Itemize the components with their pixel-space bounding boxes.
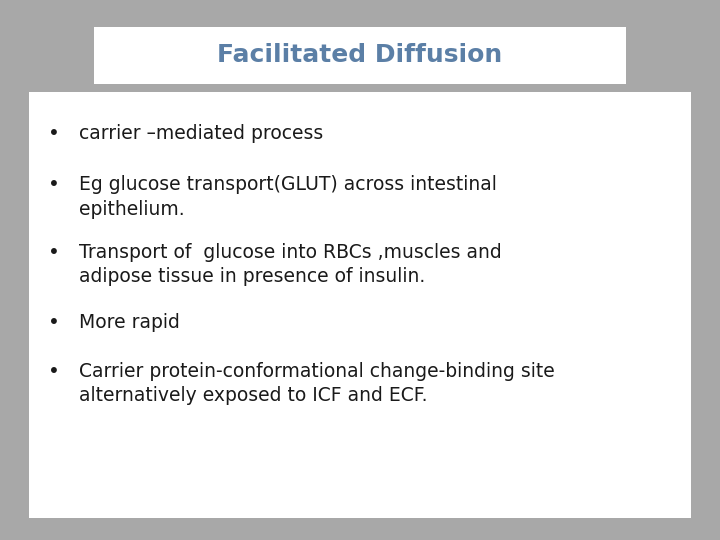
Text: Carrier protein-conformational change-binding site
alternatively exposed to ICF : Carrier protein-conformational change-bi… bbox=[79, 362, 555, 405]
FancyBboxPatch shape bbox=[94, 27, 626, 84]
Text: •: • bbox=[48, 243, 60, 262]
Text: Transport of  glucose into RBCs ,muscles and
adipose tissue in presence of insul: Transport of glucose into RBCs ,muscles … bbox=[79, 243, 502, 286]
Text: •: • bbox=[48, 362, 60, 381]
Text: More rapid: More rapid bbox=[79, 313, 180, 332]
Text: •: • bbox=[48, 176, 60, 194]
Text: carrier –mediated process: carrier –mediated process bbox=[79, 124, 323, 143]
Text: •: • bbox=[48, 124, 60, 143]
Text: Facilitated Diffusion: Facilitated Diffusion bbox=[217, 43, 503, 68]
Text: Eg glucose transport(GLUT) across intestinal
epithelium.: Eg glucose transport(GLUT) across intest… bbox=[79, 176, 497, 219]
Text: •: • bbox=[48, 313, 60, 332]
FancyBboxPatch shape bbox=[29, 92, 691, 518]
